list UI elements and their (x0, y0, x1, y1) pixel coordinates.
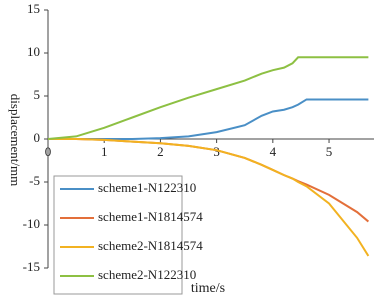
y-tick-label: 0 (34, 130, 41, 145)
legend-label: scheme2-N122310 (98, 267, 196, 282)
x-tick-label: 5 (326, 144, 333, 159)
y-tick-label: 5 (34, 87, 41, 102)
y-tick-label: -5 (29, 173, 40, 188)
legend-label: scheme1-N122310 (98, 180, 196, 195)
series-line (48, 98, 369, 140)
x-tick-label: 0 (45, 144, 52, 159)
legend-label: scheme1-N1814574 (98, 209, 203, 224)
x-tick-label: 1 (101, 144, 108, 159)
y-tick-label: -10 (23, 216, 40, 231)
y-axis-label: displacement/mm (8, 94, 23, 186)
x-tick-label: 4 (270, 144, 277, 159)
y-tick-label: 10 (27, 44, 40, 59)
y-tick-label: -15 (23, 259, 40, 274)
y-tick-label: 15 (27, 1, 40, 16)
x-axis-label: time/s (191, 281, 225, 296)
series-line (48, 138, 370, 257)
legend-box (53, 175, 183, 295)
series-line (47, 56, 369, 140)
x-tick-label: 3 (213, 144, 220, 159)
legend-label: scheme2-N1814574 (98, 238, 203, 253)
x-tick-label: 2 (157, 144, 164, 159)
